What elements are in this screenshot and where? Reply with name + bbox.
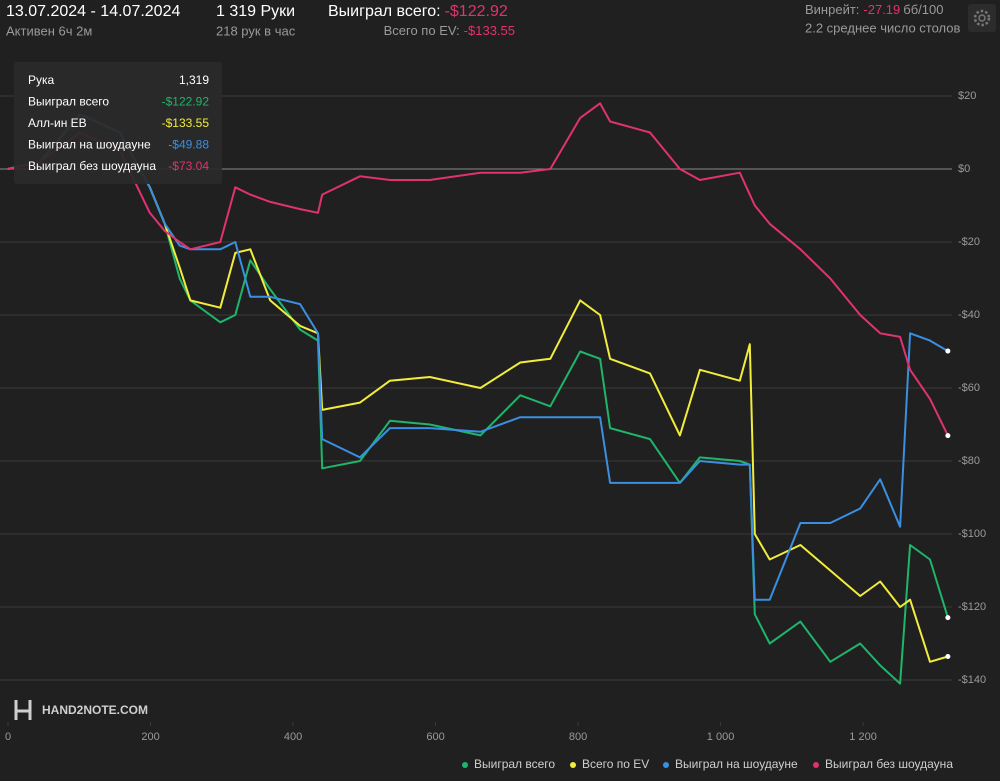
y-tick-label: -$80 xyxy=(958,455,980,467)
tooltip-label: Выиграл на шоудауне xyxy=(28,138,151,152)
winrate: Винрейт: -27.19 бб/100 xyxy=(805,2,943,17)
ev-label: Всего по EV: xyxy=(384,23,460,38)
settings-bg[interactable] xyxy=(968,4,996,32)
tooltip xyxy=(14,62,222,184)
legend-swatch xyxy=(663,762,669,768)
tooltip-label: Выиграл без шоудауна xyxy=(28,159,156,173)
x-tick-label: 1 000 xyxy=(707,731,735,743)
tooltip-value: -$133.55 xyxy=(162,116,210,130)
winrate-label: Винрейт: xyxy=(805,2,859,17)
winrate-unit: бб/100 xyxy=(903,2,943,17)
end-point xyxy=(945,348,951,354)
legend: Выиграл всего Всего по EV Выиграл на шоуда… xyxy=(462,757,953,771)
legend-swatch xyxy=(570,762,576,768)
end-point xyxy=(945,653,951,659)
series-line xyxy=(7,113,949,663)
legend-swatch xyxy=(813,762,819,768)
won-label: Выиграл всего: xyxy=(328,3,441,20)
gear-hub[interactable] xyxy=(978,14,986,22)
y-tick-label: -$140 xyxy=(958,674,986,686)
y-tick-label: -$100 xyxy=(958,528,986,540)
series-line xyxy=(7,102,949,437)
x-tick-label: 1 200 xyxy=(849,731,877,743)
legend-label: Всего по EV xyxy=(582,757,649,771)
won-value: -$122.92 xyxy=(445,3,508,20)
tooltip-rows: Рука 1,319 Выиграл всего -$122.92 Алл-ин EВ -… xyxy=(28,73,209,173)
y-tick-label: -$120 xyxy=(958,601,986,613)
y-tick-label: -$60 xyxy=(958,382,980,394)
x-tick-label: 0 xyxy=(5,731,11,743)
y-tick-label: $0 xyxy=(958,163,970,175)
legend-label: Выиграл на шоудауне xyxy=(675,757,798,771)
y-tick-label: -$40 xyxy=(958,309,980,321)
hands-per-hour: 218 рук в час xyxy=(216,23,296,38)
ev-total: Всего по EV: -$133.55 xyxy=(384,23,515,38)
won-total: Выиграл всего: -$122.92 xyxy=(328,3,508,20)
series-line xyxy=(7,113,949,601)
end-point xyxy=(945,433,951,439)
tooltip-value: -$73.04 xyxy=(168,159,209,173)
active-time: Активен 6ч 2м xyxy=(6,23,92,38)
tooltip-value: 1,319 xyxy=(179,73,209,87)
legend-label: Выиграл всего xyxy=(474,757,555,771)
tooltip-label: Алл-ин EВ xyxy=(28,116,87,130)
settings-button[interactable] xyxy=(968,4,996,32)
legend-swatch xyxy=(462,762,468,768)
gear[interactable] xyxy=(973,9,991,27)
hands: 1 319 Руки xyxy=(216,3,295,20)
date-range: 13.07.2024 - 14.07.2024 xyxy=(6,3,180,20)
series-line xyxy=(7,113,949,685)
legend-label: Выиграл без шоудауна xyxy=(825,757,953,771)
tooltip-label: Рука xyxy=(28,73,55,87)
watermark: HAND2NOTE.COM xyxy=(42,703,148,717)
logo-icon xyxy=(14,700,32,720)
y-tick-label: $20 xyxy=(958,90,976,102)
x-tick-label: 400 xyxy=(284,731,302,743)
x-tick-label: 800 xyxy=(569,731,587,743)
tooltip-value: -$122.92 xyxy=(162,95,210,109)
logo: HAND2NOTE.COM xyxy=(14,700,148,720)
y-tick-label: -$20 xyxy=(958,236,980,248)
ev-value: -$133.55 xyxy=(464,23,515,38)
tables: 2.2 среднее число столов xyxy=(805,20,961,35)
x-tick-label: 200 xyxy=(141,731,159,743)
x-tick-label: 600 xyxy=(426,731,444,743)
grid: $20 $0 -$20 -$40 -$60 -$80 -$100 -$120 -$140 0 200… xyxy=(0,90,986,743)
winrate-value: -27.19 xyxy=(863,2,900,17)
lines xyxy=(7,102,951,685)
end-point xyxy=(945,615,951,621)
tooltip-value: -$49.88 xyxy=(168,138,209,152)
tooltip-label: Выиграл всего xyxy=(28,95,109,109)
